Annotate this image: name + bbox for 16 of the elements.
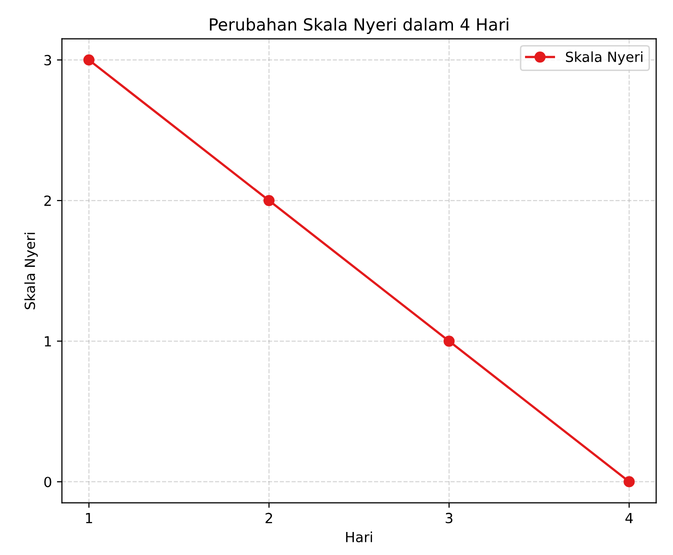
point: [263, 194, 275, 206]
x-axis-title: Hari: [346, 532, 372, 542]
point: [624, 476, 635, 488]
x-tick-label: 1: [86, 512, 92, 524]
y-tick-label: 2: [44, 196, 51, 206]
x-tick-label: 4: [625, 512, 633, 524]
point: [83, 54, 94, 66]
chart-title: Perubahan Skala Nyeri dalam 4 Hari: [210, 18, 508, 34]
point: [444, 336, 455, 347]
y-axis-title: Skala Nyeri: [24, 232, 38, 310]
x-tick-label: 2: [266, 512, 272, 524]
y-tick-label: 0: [44, 476, 52, 488]
y-tick-label: 3: [44, 54, 52, 66]
y-tick-label: 1: [44, 336, 51, 346]
x-tick-label: 3: [446, 512, 452, 524]
legend-label: Skala Nyeri: [566, 51, 642, 65]
